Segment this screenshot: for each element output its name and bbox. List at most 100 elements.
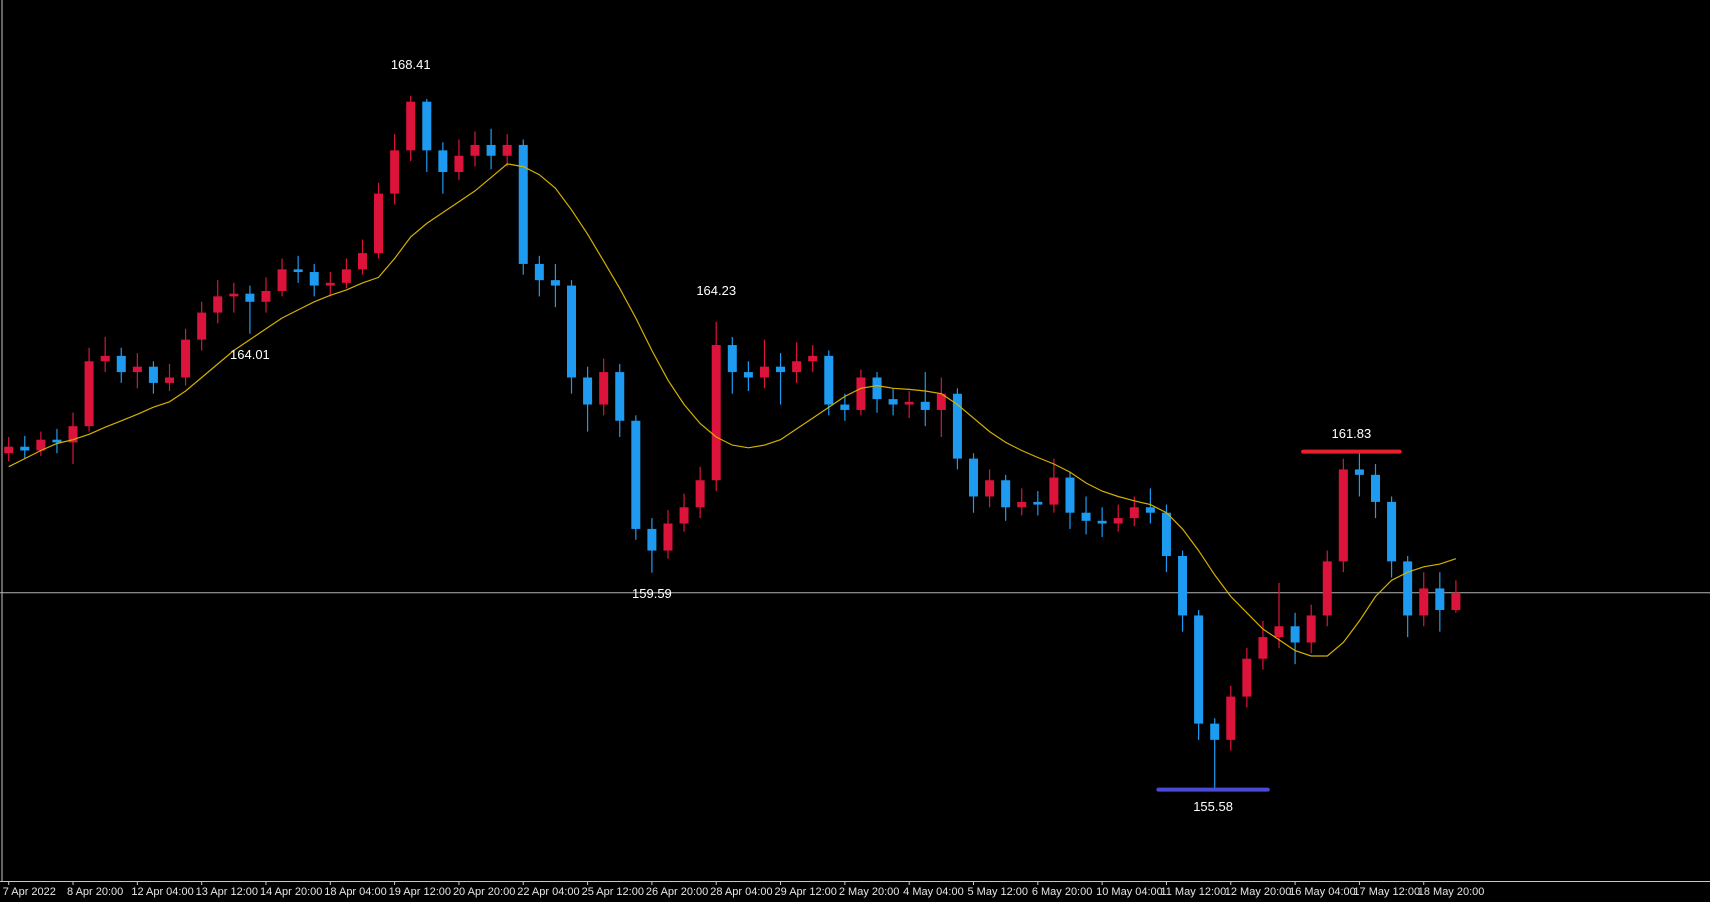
candle-body: [293, 269, 303, 273]
candle-body: [1145, 507, 1155, 513]
candle-body: [1354, 469, 1364, 475]
candle-body: [840, 404, 850, 410]
candle-body: [229, 293, 239, 297]
candle-body: [518, 144, 528, 264]
price-annotation: 168.41: [391, 57, 431, 72]
x-tick-label: 13 Apr 12:00: [196, 886, 258, 898]
candle-body: [550, 280, 560, 286]
candle-body: [856, 377, 866, 410]
candle-body: [1161, 512, 1171, 556]
candle-body: [534, 263, 544, 281]
candle-body: [583, 377, 593, 405]
candle-body: [759, 366, 769, 378]
candle-body: [969, 458, 978, 497]
candle-body: [1290, 626, 1300, 643]
x-tick-label: 22 Apr 04:00: [517, 886, 579, 898]
candle-body: [20, 446, 30, 451]
candle-body: [985, 480, 995, 497]
candle-body: [1451, 592, 1461, 611]
candle-body: [438, 150, 448, 172]
candle-body: [1322, 561, 1332, 616]
candle-body: [567, 285, 576, 378]
candle-body: [84, 361, 94, 427]
x-tick-label: 18 May 20:00: [1418, 886, 1485, 898]
candle-body: [1049, 477, 1059, 505]
candle-body: [1210, 723, 1220, 740]
candle-body: [68, 426, 78, 443]
candle-body: [631, 420, 641, 529]
candle-body: [904, 401, 914, 405]
candle-body: [952, 393, 962, 459]
candle-body: [711, 345, 721, 481]
candle-body: [454, 155, 464, 172]
candle-body: [743, 372, 753, 378]
candle-body: [872, 377, 882, 400]
x-tick-label: 6 May 20:00: [1032, 886, 1093, 898]
candle-body: [599, 372, 609, 405]
candle-body: [1387, 501, 1397, 562]
price-annotation: 164.23: [696, 283, 736, 298]
candle-body: [1194, 615, 1204, 724]
candle-body: [824, 355, 834, 405]
candle-body: [1274, 626, 1284, 638]
candle-body: [277, 269, 287, 291]
x-tick-label: 10 May 04:00: [1096, 886, 1163, 898]
moving-average: [8, 163, 1457, 657]
x-tick-label: 12 May 20:00: [1225, 886, 1292, 898]
candle-body: [309, 272, 319, 286]
candle-body: [792, 361, 802, 373]
candle-body: [1113, 518, 1123, 524]
candle-body: [776, 366, 786, 373]
candle-body: [197, 312, 207, 340]
x-tick-label: 20 Apr 20:00: [453, 886, 515, 898]
candle-body: [936, 393, 946, 410]
x-tick-label: 5 May 12:00: [968, 886, 1029, 898]
candle-body: [502, 144, 512, 156]
x-tick-label: 2 May 20:00: [839, 886, 900, 898]
candle-body: [1081, 512, 1091, 521]
candle-body: [1338, 469, 1348, 562]
x-tick-label: 28 Apr 04:00: [710, 886, 772, 898]
x-tick-label: 7 Apr 2022: [3, 886, 56, 898]
x-tick-label: 4 May 04:00: [903, 886, 964, 898]
candle-body: [1226, 696, 1236, 740]
x-tick-label: 14 Apr 20:00: [260, 886, 322, 898]
x-tick-label: 12 Apr 04:00: [131, 886, 193, 898]
candle-body: [1371, 474, 1380, 502]
candle-body: [341, 269, 351, 283]
candle-body: [52, 439, 62, 443]
candle-body: [148, 366, 158, 383]
candle-body: [1065, 477, 1075, 513]
candle-body: [245, 293, 255, 302]
candle-body: [808, 355, 818, 362]
candle-body: [213, 296, 223, 313]
x-tick-label: 16 May 04:00: [1289, 886, 1356, 898]
price-annotation: 161.83: [1331, 426, 1371, 441]
candle-body: [470, 144, 480, 156]
candle-body: [116, 355, 126, 373]
candle-body: [1178, 555, 1188, 616]
candle-body: [1033, 501, 1043, 505]
candle-body: [1306, 615, 1316, 643]
candle-body: [888, 399, 898, 405]
x-tick-label: 18 Apr 04:00: [324, 886, 386, 898]
candle-body: [647, 528, 657, 551]
candle-body: [727, 345, 737, 373]
candle-body: [695, 480, 705, 508]
candle-body: [100, 355, 110, 362]
x-tick-label: 29 Apr 12:00: [775, 886, 837, 898]
candle-body: [422, 101, 432, 151]
price-annotation: 164.01: [230, 347, 270, 362]
candle-body: [615, 372, 625, 421]
candle-body: [132, 366, 142, 373]
price-annotation: 159.59: [632, 586, 672, 601]
candle-body: [374, 193, 384, 254]
candle-body: [1419, 588, 1429, 616]
candle-body: [1242, 658, 1252, 697]
candle-body: [36, 439, 46, 451]
candle-body: [679, 507, 689, 524]
candle-body: [1129, 507, 1139, 519]
